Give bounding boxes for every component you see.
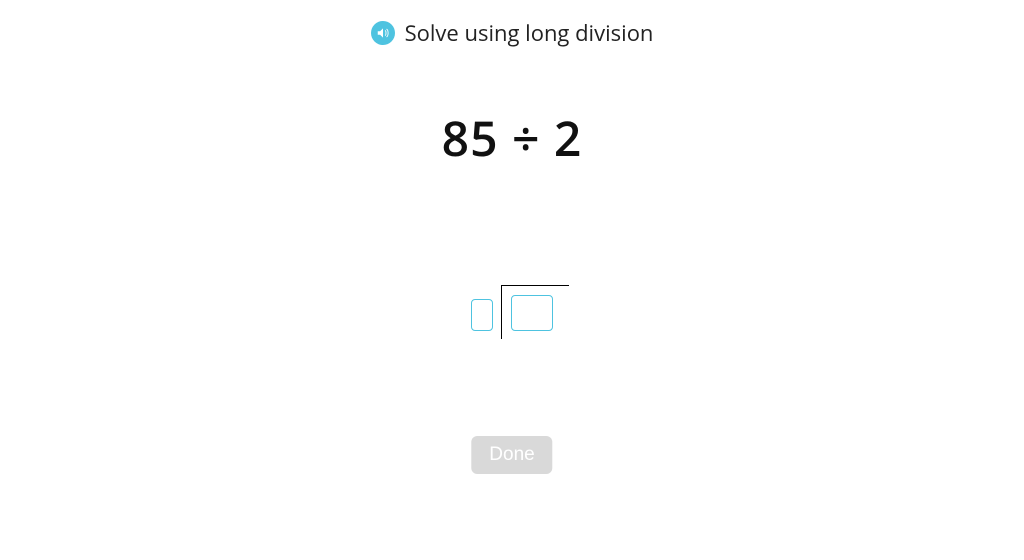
done-button[interactable]: Done bbox=[471, 436, 552, 474]
division-bar-top bbox=[501, 285, 569, 286]
problem-expression: 85 ÷ 2 bbox=[442, 106, 583, 171]
instruction-text: Solve using long division bbox=[405, 18, 654, 48]
divisor-input[interactable] bbox=[471, 299, 493, 331]
exercise-page: Solve using long division 85 ÷ 2 Done bbox=[0, 0, 1024, 560]
division-bar-left bbox=[501, 285, 502, 339]
dividend-input[interactable] bbox=[511, 295, 553, 331]
speaker-icon bbox=[376, 26, 390, 40]
play-audio-button[interactable] bbox=[371, 21, 395, 45]
long-division-workspace bbox=[471, 261, 553, 331]
instruction-row: Solve using long division bbox=[371, 18, 654, 48]
dividend-bracket-wrap bbox=[501, 285, 553, 331]
